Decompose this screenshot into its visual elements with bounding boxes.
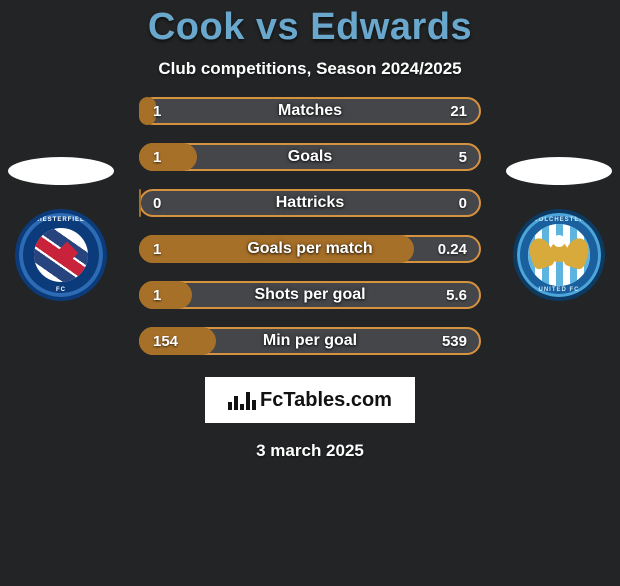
brand-bars-icon xyxy=(228,390,256,410)
stat-fill xyxy=(139,281,192,309)
crest-text-bot: UNITED FC xyxy=(517,287,601,293)
stat-right-value: 0.24 xyxy=(438,241,467,258)
stat-left-value: 154 xyxy=(153,333,178,350)
stat-right-value: 5 xyxy=(459,149,467,166)
crest-ball-icon xyxy=(34,228,88,282)
stat-bar: 154 Min per goal 539 xyxy=(139,327,481,355)
stat-fill xyxy=(139,189,141,217)
stat-bar: 0 Hattricks 0 xyxy=(139,189,481,217)
stat-label: Goals xyxy=(288,148,332,166)
stat-left-value: 1 xyxy=(153,287,161,304)
crest-text-bot: FC xyxy=(19,287,103,293)
right-player-col: COLCHESTER UNITED FC xyxy=(499,157,619,301)
brand-text: FcTables.com xyxy=(260,389,392,412)
page-title: Cook vs Edwards xyxy=(0,6,620,49)
stat-label: Hattricks xyxy=(276,194,344,212)
subtitle: Club competitions, Season 2024/2025 xyxy=(0,59,620,79)
club-crest-right: COLCHESTER UNITED FC xyxy=(513,209,605,301)
date-line: 3 march 2025 xyxy=(0,441,620,461)
brand-badge: FcTables.com xyxy=(205,377,415,423)
stat-bar: 1 Goals per match 0.24 xyxy=(139,235,481,263)
stat-right-value: 5.6 xyxy=(446,287,467,304)
eagle-icon xyxy=(550,242,568,262)
stat-right-value: 539 xyxy=(442,333,467,350)
crest-text-top: CHESTERFIELD xyxy=(19,217,103,223)
player-silhouette-right xyxy=(506,157,612,185)
stats-list: 1 Matches 21 1 Goals 5 0 Hattricks 0 1 Goals per m… xyxy=(139,97,481,355)
comparison-row: CHESTERFIELD FC 1 Matches 21 1 Goals 5 0 Hattri… xyxy=(0,103,620,355)
stat-label: Min per goal xyxy=(263,332,357,350)
left-player-col: CHESTERFIELD FC xyxy=(1,157,121,301)
stat-right-value: 0 xyxy=(459,195,467,212)
crest-text-top: COLCHESTER xyxy=(517,217,601,223)
stat-left-value: 1 xyxy=(153,103,161,120)
stat-label: Matches xyxy=(278,102,342,120)
stat-bar: 1 Goals 5 xyxy=(139,143,481,171)
stat-left-value: 1 xyxy=(153,149,161,166)
stat-label: Goals per match xyxy=(247,240,372,258)
stat-right-value: 21 xyxy=(450,103,467,120)
club-crest-left: CHESTERFIELD FC xyxy=(15,209,107,301)
stat-bar: 1 Matches 21 xyxy=(139,97,481,125)
stat-left-value: 1 xyxy=(153,241,161,258)
stat-left-value: 0 xyxy=(153,195,161,212)
stat-fill xyxy=(139,143,197,171)
stat-bar: 1 Shots per goal 5.6 xyxy=(139,281,481,309)
stat-label: Shots per goal xyxy=(254,286,365,304)
player-silhouette-left xyxy=(8,157,114,185)
